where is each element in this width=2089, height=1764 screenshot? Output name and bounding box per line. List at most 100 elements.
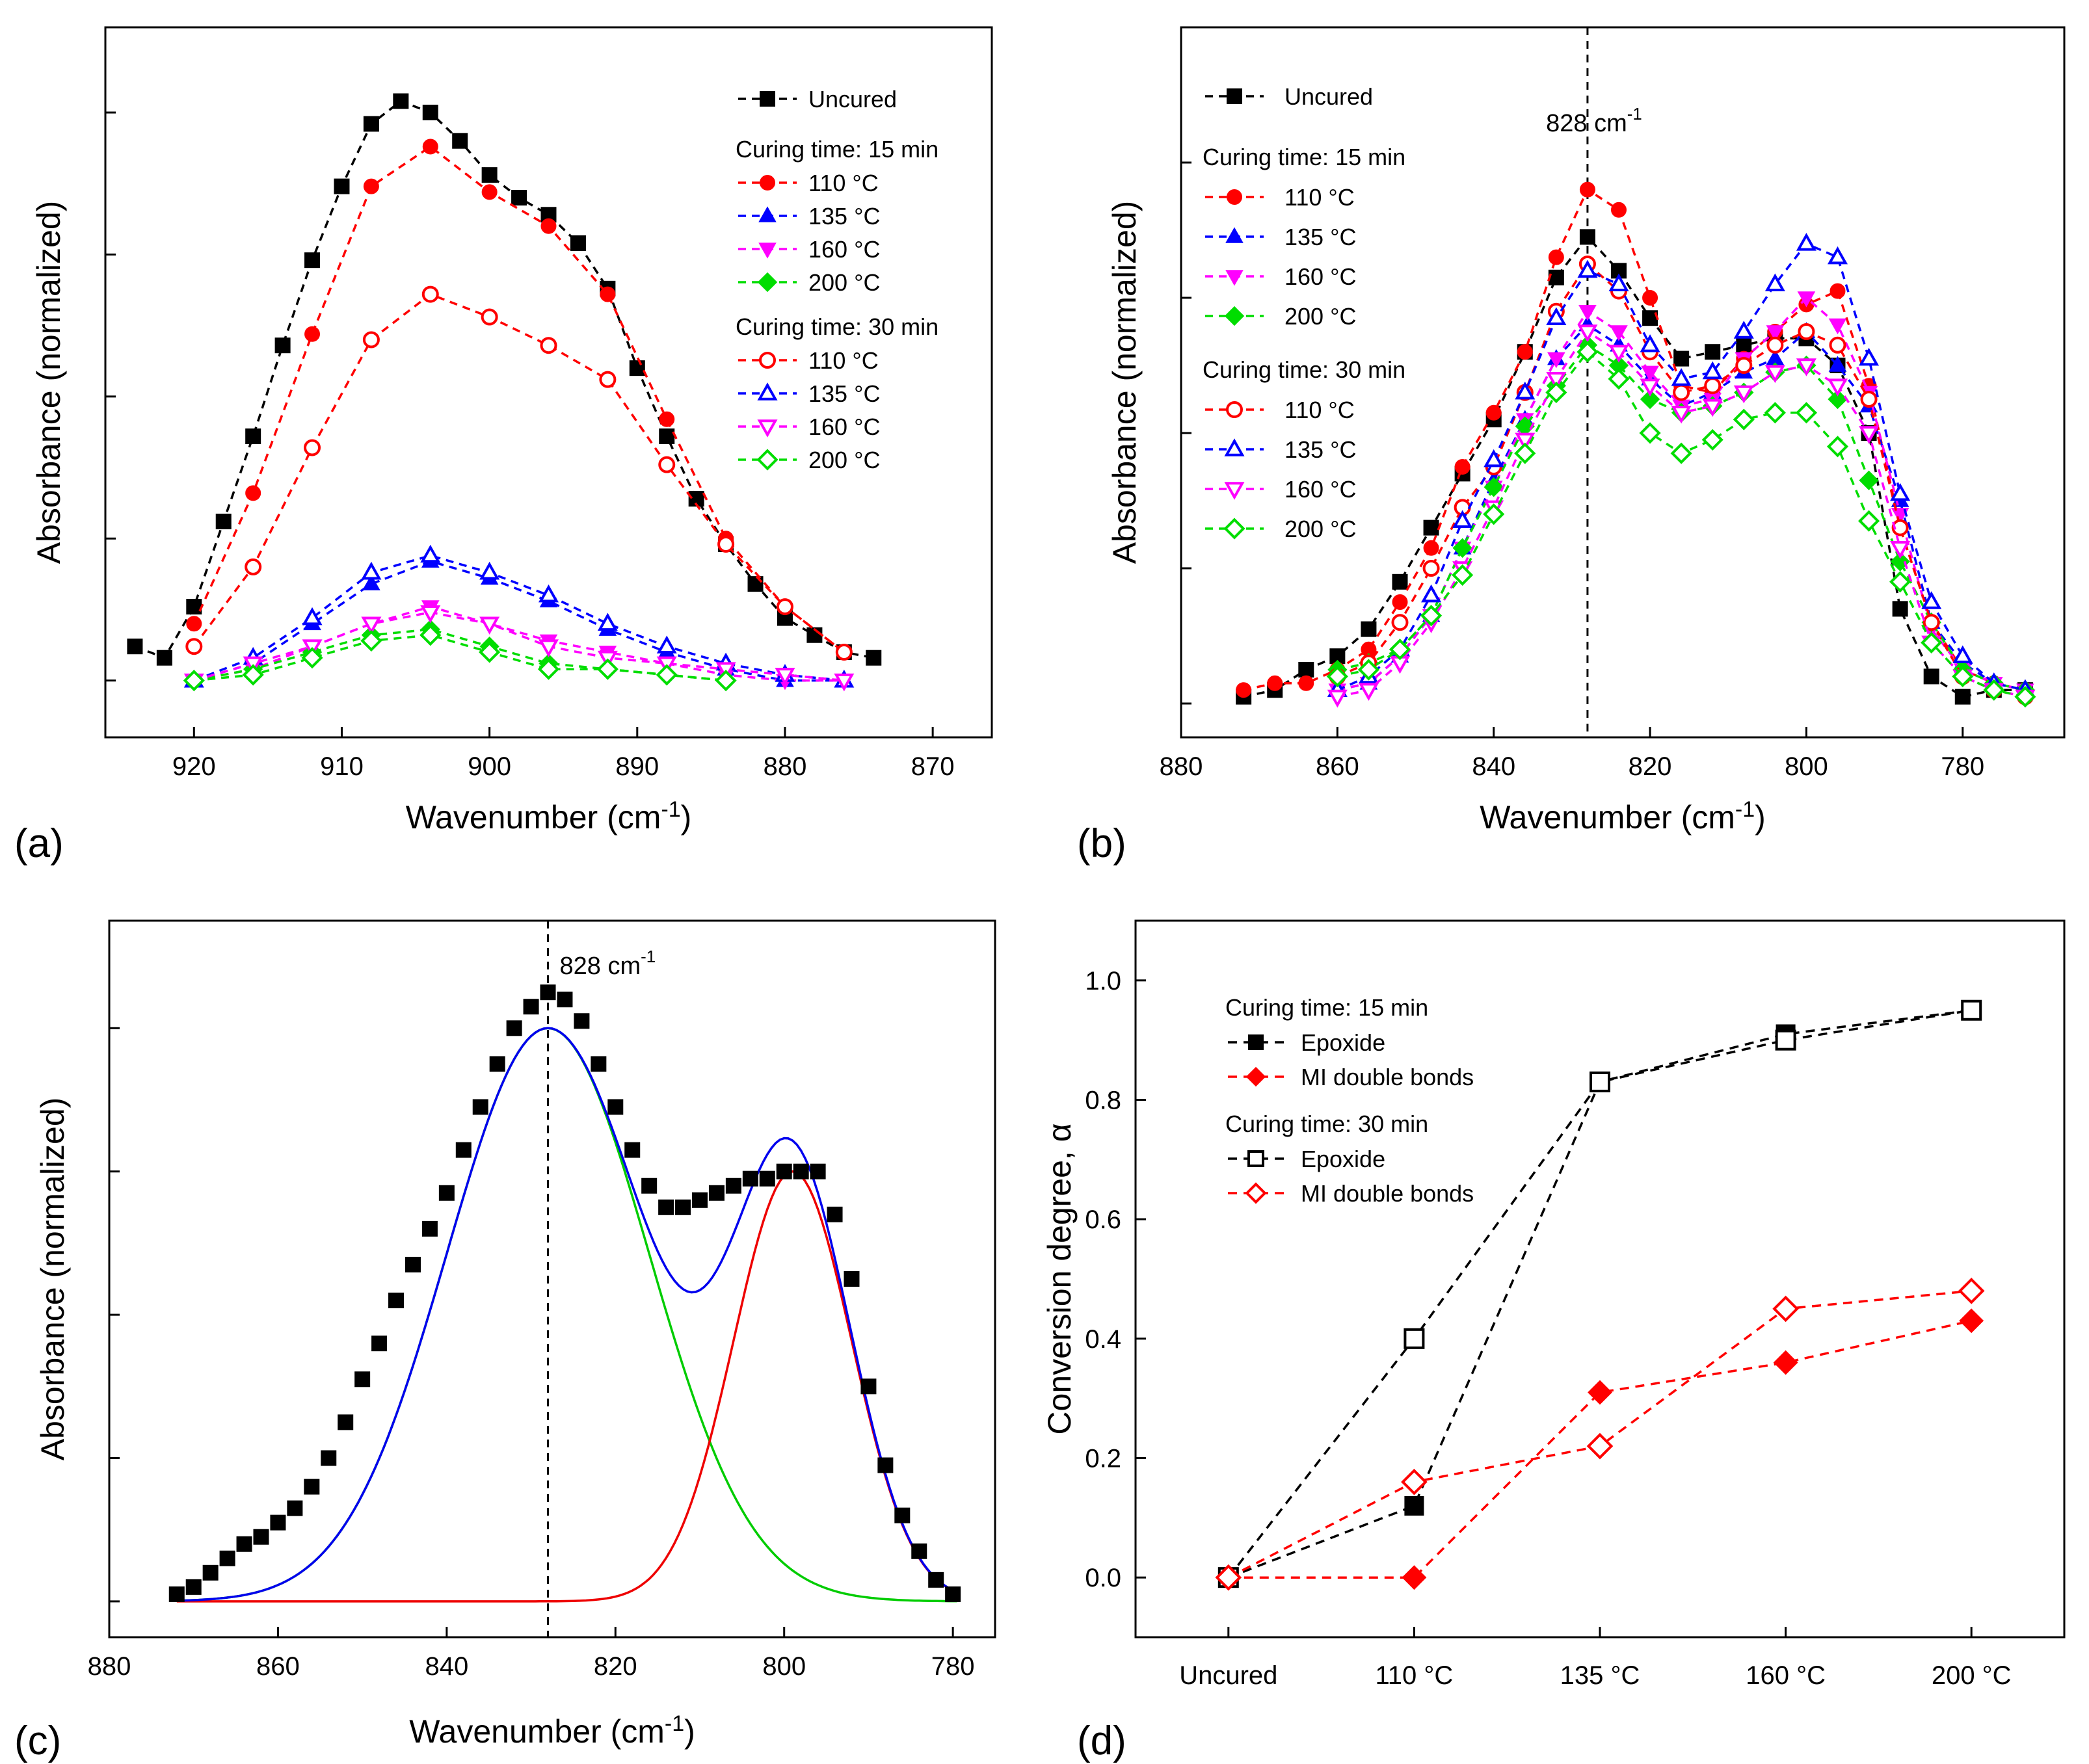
data-point xyxy=(302,607,323,625)
x-tick-label: 780 xyxy=(1941,752,1984,781)
data-point xyxy=(455,1142,472,1158)
data-point xyxy=(405,1256,421,1272)
legend-item: 160 °C xyxy=(738,414,880,440)
data-point xyxy=(185,1579,202,1595)
legend-label: Uncured xyxy=(808,86,897,112)
data-point xyxy=(1952,665,1974,687)
data-point xyxy=(1828,356,1847,372)
series-4 xyxy=(184,619,736,691)
x-tick-label: 870 xyxy=(911,752,955,781)
legend-group-title: Curing time: 30 min xyxy=(736,313,938,340)
data-point xyxy=(911,1543,927,1559)
data-point xyxy=(1610,202,1627,218)
data-point xyxy=(1404,1328,1425,1349)
data-point xyxy=(1796,358,1816,376)
data-point xyxy=(1830,283,1846,299)
legend-marker xyxy=(1245,1182,1267,1204)
x-tick-label: 800 xyxy=(762,1652,806,1681)
peak-label-sup: -1 xyxy=(1627,105,1642,124)
legend-label: Epoxide xyxy=(1301,1029,1385,1056)
legend-label: 135 °C xyxy=(808,203,880,230)
data-point xyxy=(421,285,439,303)
data-point xyxy=(1327,689,1348,708)
data-point xyxy=(1298,662,1314,678)
data-point xyxy=(2014,686,2036,708)
y-axis-title: Absorbance (normalized) xyxy=(1106,201,1143,564)
data-point xyxy=(945,1586,961,1602)
data-point xyxy=(1798,323,1815,340)
x-axis-title-sup: -1 xyxy=(665,1711,684,1736)
data-point xyxy=(419,624,442,646)
legend-marker xyxy=(1227,189,1242,205)
x-tick-label: 820 xyxy=(594,1652,637,1681)
legend-item: Uncured xyxy=(1205,83,1373,110)
data-point xyxy=(304,252,321,269)
x-axis-title-main: Wavenumber (cm xyxy=(1480,799,1735,836)
data-point xyxy=(321,1450,337,1466)
panel-a: 920 910 900 890 880 870 Wavenumber (cm-1) Absor… xyxy=(14,26,993,866)
data-point xyxy=(420,544,441,563)
data-point xyxy=(776,1163,792,1179)
panel-label: (b) xyxy=(1077,821,1126,866)
data-point xyxy=(1391,614,1409,631)
data-point xyxy=(1890,482,1911,501)
data-point xyxy=(1670,442,1692,464)
data-point xyxy=(1705,344,1721,360)
legend-item: 200 °C xyxy=(1205,516,1356,542)
data-point xyxy=(481,308,498,326)
data-point xyxy=(834,673,855,692)
legend-item: MI double bonds xyxy=(1228,1064,1474,1090)
legend-item: 110 °C xyxy=(1205,184,1355,211)
series-0 xyxy=(1236,229,2033,705)
data-point xyxy=(363,178,379,194)
data-point xyxy=(860,1378,877,1395)
legend-label: Epoxide xyxy=(1301,1146,1385,1172)
data-point xyxy=(481,167,498,183)
data-point xyxy=(1860,391,1878,408)
x-tick-label: 780 xyxy=(931,1652,975,1681)
legend-label: 160 °C xyxy=(1284,476,1356,503)
data-point xyxy=(1891,508,1909,524)
peak-label-sup: -1 xyxy=(641,948,656,966)
data-point xyxy=(596,658,619,680)
legend-item: Epoxide xyxy=(1228,1029,1385,1056)
data-point xyxy=(776,598,793,616)
data-point xyxy=(1828,318,1847,335)
x-axis-title-close: ) xyxy=(1755,799,1766,836)
data-point xyxy=(1484,477,1504,497)
data-point xyxy=(1736,337,1752,353)
data-point xyxy=(1454,459,1470,475)
legend-item: Epoxide xyxy=(1228,1146,1385,1172)
x-tick-label: 880 xyxy=(1160,752,1203,781)
data-point xyxy=(1485,404,1502,421)
data-point xyxy=(1452,564,1474,586)
data-point xyxy=(1608,368,1630,390)
x-tick-label: 840 xyxy=(425,1652,468,1681)
data-point xyxy=(1733,385,1754,404)
data-point xyxy=(156,650,172,666)
data-point xyxy=(1890,541,1911,559)
data-point xyxy=(1983,679,2005,701)
data-point xyxy=(1515,381,1536,400)
data-point xyxy=(452,133,468,149)
data-point xyxy=(1608,273,1629,291)
data-point xyxy=(1702,361,1723,380)
data-point xyxy=(656,635,677,654)
data-point xyxy=(186,599,202,615)
data-point xyxy=(304,326,321,342)
data-point xyxy=(659,411,675,427)
legend-item: 135 °C xyxy=(738,380,880,407)
series-7 xyxy=(1327,324,2036,708)
data-point xyxy=(835,643,853,661)
data-point xyxy=(1923,668,1939,685)
data-point xyxy=(658,456,676,473)
legend-item: 110 °C xyxy=(738,347,879,374)
legend-marker xyxy=(756,449,778,471)
legend-marker xyxy=(757,419,778,438)
legend-group-title: Curing time: 30 min xyxy=(1225,1111,1428,1137)
data-point xyxy=(361,561,382,580)
legend-label: 110 °C xyxy=(808,170,879,196)
data-point xyxy=(1545,382,1567,404)
data-point xyxy=(1578,305,1597,321)
data-point xyxy=(360,629,382,652)
